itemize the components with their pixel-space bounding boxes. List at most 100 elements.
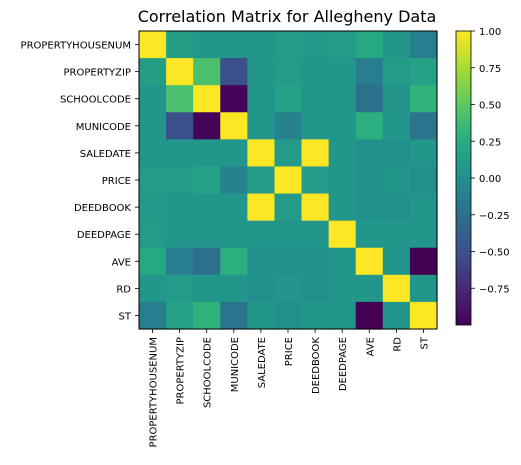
heatmap-cell-municode-deedbook bbox=[301, 112, 330, 140]
heatmap-cell-price-st bbox=[409, 166, 438, 195]
heatmap-cell-deedbook-propertyhousenum bbox=[139, 193, 167, 222]
heatmap-cell-municode-municode bbox=[220, 112, 248, 140]
heatmap-cell-propertyzip-ave bbox=[355, 58, 384, 86]
heatmap-cell-st-saledate bbox=[247, 301, 276, 330]
heatmap-cell-deedbook-schoolcode bbox=[193, 193, 221, 222]
heatmap-cells bbox=[139, 31, 438, 330]
heatmap-cell-st-price bbox=[274, 301, 303, 330]
x-tick-label: RD bbox=[392, 337, 403, 352]
heatmap-cell-ave-municode bbox=[220, 247, 248, 276]
heatmap-cell-ave-price bbox=[274, 247, 303, 276]
x-tick-label: MUNICODE bbox=[230, 337, 241, 392]
heatmap-cell-price-schoolcode bbox=[193, 166, 221, 195]
heatmap-cell-rd-ave bbox=[355, 274, 384, 303]
heatmap-cell-propertyhousenum-rd bbox=[382, 31, 411, 59]
heatmap-cell-schoolcode-propertyhousenum bbox=[139, 85, 167, 113]
heatmap-cell-saledate-schoolcode bbox=[193, 139, 221, 168]
heatmap-cell-propertyhousenum-st bbox=[409, 31, 438, 59]
heatmap-cell-price-saledate bbox=[247, 166, 276, 195]
heatmap-cell-price-propertyzip bbox=[166, 166, 194, 195]
heatmap-cell-propertyzip-rd bbox=[382, 58, 411, 86]
heatmap-cell-st-deedpage bbox=[328, 301, 357, 330]
heatmap-cell-municode-propertyzip bbox=[166, 112, 194, 140]
heatmap-cell-price-deedpage bbox=[328, 166, 357, 195]
y-tick-label: ST bbox=[119, 311, 132, 322]
heatmap-cell-saledate-propertyhousenum bbox=[139, 139, 167, 168]
heatmap-cell-ave-rd bbox=[382, 247, 411, 276]
heatmap-cell-propertyzip-deedbook bbox=[301, 58, 330, 86]
heatmap-cell-st-ave bbox=[355, 301, 384, 330]
heatmap-cell-propertyzip-propertyzip bbox=[166, 58, 194, 86]
heatmap-cell-price-rd bbox=[382, 166, 411, 195]
heatmap-cell-ave-saledate bbox=[247, 247, 276, 276]
heatmap-cell-deedbook-municode bbox=[220, 193, 248, 222]
y-tick-label: DEEDPAGE bbox=[77, 230, 131, 241]
heatmap-cell-rd-propertyhousenum bbox=[139, 274, 167, 303]
heatmap-cell-schoolcode-deedpage bbox=[328, 85, 357, 113]
heatmap-cell-deedbook-st bbox=[409, 193, 438, 222]
heatmap-cell-schoolcode-propertyzip bbox=[166, 85, 194, 113]
colorbar-tick-label: 0.50 bbox=[479, 101, 501, 112]
heatmap-cell-propertyhousenum-saledate bbox=[247, 31, 276, 59]
x-tick-label: AVE bbox=[365, 337, 376, 356]
heatmap-cell-st-rd bbox=[382, 301, 411, 330]
heatmap-cell-municode-price bbox=[274, 112, 303, 140]
heatmap-cell-saledate-rd bbox=[382, 139, 411, 168]
heatmap-cell-deedpage-deedbook bbox=[301, 220, 330, 249]
heatmap-cell-saledate-price bbox=[274, 139, 303, 168]
colorbar-tick-label: 0.75 bbox=[479, 64, 501, 75]
heatmap-cell-price-price bbox=[274, 166, 303, 195]
heatmap-cell-schoolcode-st bbox=[409, 85, 438, 113]
colorbar-gradient bbox=[455, 30, 472, 326]
heatmap-cell-municode-propertyhousenum bbox=[139, 112, 167, 140]
heatmap-cell-ave-propertyzip bbox=[166, 247, 194, 276]
heatmap-cell-propertyzip-schoolcode bbox=[193, 58, 221, 86]
y-tick-label: MUNICODE bbox=[76, 122, 131, 133]
heatmap-cell-deedpage-deedpage bbox=[328, 220, 357, 249]
heatmap-cell-propertyhousenum-municode bbox=[220, 31, 248, 59]
heatmap-cell-saledate-st bbox=[409, 139, 438, 168]
x-tick-label: SCHOOLCODE bbox=[203, 337, 214, 408]
heatmap-cell-propertyzip-price bbox=[274, 58, 303, 86]
heatmap-cell-schoolcode-rd bbox=[382, 85, 411, 113]
heatmap-cell-saledate-propertyzip bbox=[166, 139, 194, 168]
heatmap-cell-saledate-saledate bbox=[247, 139, 276, 168]
heatmap-cell-propertyhousenum-deedpage bbox=[328, 31, 357, 59]
heatmap-cell-deedpage-propertyhousenum bbox=[139, 220, 167, 249]
heatmap-cell-price-ave bbox=[355, 166, 384, 195]
heatmap-cell-rd-rd bbox=[382, 274, 411, 303]
y-tick-label: PROPERTYZIP bbox=[64, 68, 131, 79]
x-tick-label: PRICE bbox=[284, 337, 295, 366]
heatmap-cell-price-deedbook bbox=[301, 166, 330, 195]
heatmap-cell-rd-schoolcode bbox=[193, 274, 221, 303]
heatmap-cell-deedpage-ave bbox=[355, 220, 384, 249]
heatmap-cell-saledate-deedbook bbox=[301, 139, 330, 168]
heatmap-cell-propertyhousenum-propertyzip bbox=[166, 31, 194, 59]
heatmap-cell-municode-st bbox=[409, 112, 438, 140]
colorbar-tick-label: −0.50 bbox=[479, 248, 510, 259]
heatmap-cell-st-st bbox=[409, 301, 438, 330]
heatmap-cell-rd-saledate bbox=[247, 274, 276, 303]
heatmap-cell-st-propertyzip bbox=[166, 301, 194, 330]
heatmap-cell-municode-deedpage bbox=[328, 112, 357, 140]
heatmap-cell-deedpage-schoolcode bbox=[193, 220, 221, 249]
heatmap-cell-propertyhousenum-price bbox=[274, 31, 303, 59]
colorbar-tick-label: 1.00 bbox=[479, 27, 501, 38]
y-tick-label: RD bbox=[116, 284, 131, 295]
colorbar-tick-label: −0.25 bbox=[479, 211, 510, 222]
heatmap-cell-rd-deedbook bbox=[301, 274, 330, 303]
heatmap-cell-propertyhousenum-ave bbox=[355, 31, 384, 59]
heatmap-cell-schoolcode-price bbox=[274, 85, 303, 113]
y-tick-label: PROPERTYHOUSENUM bbox=[21, 41, 131, 52]
heatmap-cell-propertyzip-st bbox=[409, 58, 438, 86]
heatmap-cell-schoolcode-schoolcode bbox=[193, 85, 221, 113]
heatmap-cell-deedbook-propertyzip bbox=[166, 193, 194, 222]
heatmap-cell-schoolcode-ave bbox=[355, 85, 384, 113]
y-tick-label: SALEDATE bbox=[80, 149, 131, 160]
heatmap-cell-rd-municode bbox=[220, 274, 248, 303]
heatmap-cell-ave-deedpage bbox=[328, 247, 357, 276]
colorbar-tick-label: 0.00 bbox=[479, 174, 501, 185]
heatmap-cell-deedpage-rd bbox=[382, 220, 411, 249]
heatmap-cell-deedpage-propertyzip bbox=[166, 220, 194, 249]
heatmap-cell-deedpage-municode bbox=[220, 220, 248, 249]
